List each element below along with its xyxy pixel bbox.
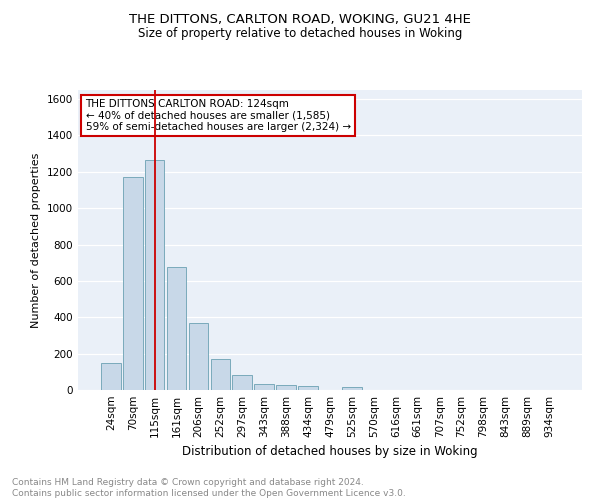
Text: THE DITTONS CARLTON ROAD: 124sqm
← 40% of detached houses are smaller (1,585)
59: THE DITTONS CARLTON ROAD: 124sqm ← 40% o…: [86, 99, 350, 132]
X-axis label: Distribution of detached houses by size in Woking: Distribution of detached houses by size …: [182, 446, 478, 458]
Bar: [167, 268, 187, 390]
Bar: [188, 322, 208, 390]
Bar: [123, 178, 143, 390]
Y-axis label: Number of detached properties: Number of detached properties: [31, 152, 41, 328]
Text: Contains HM Land Registry data © Crown copyright and database right 2024.
Contai: Contains HM Land Registry data © Crown c…: [12, 478, 406, 498]
Bar: [298, 386, 318, 390]
Text: THE DITTONS, CARLTON ROAD, WOKING, GU21 4HE: THE DITTONS, CARLTON ROAD, WOKING, GU21 …: [129, 12, 471, 26]
Bar: [232, 374, 252, 390]
Text: Size of property relative to detached houses in Woking: Size of property relative to detached ho…: [138, 28, 462, 40]
Bar: [211, 359, 230, 390]
Bar: [254, 384, 274, 390]
Bar: [342, 388, 362, 390]
Bar: [145, 160, 164, 390]
Bar: [101, 363, 121, 390]
Bar: [276, 386, 296, 390]
